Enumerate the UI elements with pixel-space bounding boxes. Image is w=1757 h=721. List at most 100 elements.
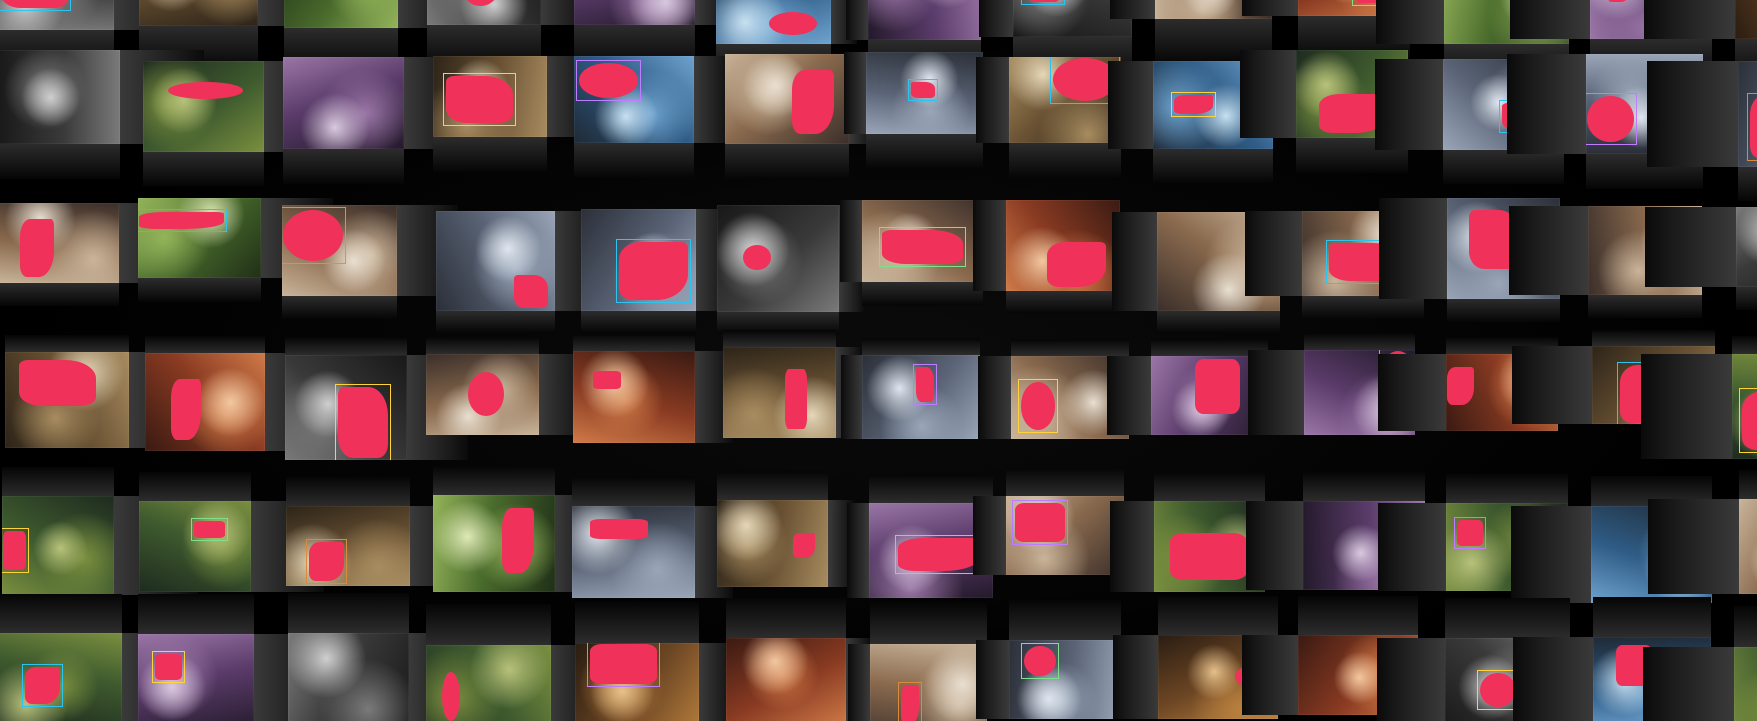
gallery-tile[interactable] xyxy=(572,476,733,598)
tile-depth-top xyxy=(1153,149,1273,184)
tile-depth-side xyxy=(846,0,868,40)
gallery-tile[interactable] xyxy=(976,57,1121,178)
gallery-tile[interactable] xyxy=(574,0,733,70)
tile-depth-top xyxy=(139,472,251,501)
gallery-tile[interactable] xyxy=(433,466,604,592)
segmentation-mask xyxy=(138,212,225,229)
tile-photo xyxy=(138,634,254,721)
gallery-tile[interactable] xyxy=(723,330,862,438)
tile-depth-top xyxy=(717,312,839,335)
gallery-tile[interactable] xyxy=(286,477,471,586)
gallery-tile[interactable] xyxy=(726,598,872,721)
bounding-box xyxy=(897,681,922,721)
tile-photo xyxy=(573,351,695,443)
gallery-tile[interactable] xyxy=(139,0,331,71)
tile-depth-top xyxy=(573,334,695,351)
tile-photo xyxy=(1732,354,1757,459)
tile-depth-top xyxy=(575,602,699,643)
gallery-tile[interactable] xyxy=(846,0,981,84)
gallery-tile[interactable] xyxy=(138,198,334,302)
tile-depth-top xyxy=(1447,299,1560,322)
tile-photo xyxy=(725,54,849,144)
segmentation-mask xyxy=(589,519,648,539)
gallery-tile[interactable] xyxy=(1642,605,1757,721)
gallery-tile[interactable] xyxy=(725,54,875,179)
tile-depth-top xyxy=(581,311,696,334)
gallery-tile[interactable] xyxy=(973,468,1124,575)
gallery-tile[interactable] xyxy=(436,211,604,333)
gallery-tile[interactable] xyxy=(1644,207,1757,311)
tile-depth-top xyxy=(433,137,547,173)
gallery-tile[interactable] xyxy=(433,56,597,173)
gallery-tile[interactable] xyxy=(574,56,732,178)
gallery-tile[interactable] xyxy=(976,600,1121,719)
tile-depth-top xyxy=(1298,595,1418,635)
tile-photo xyxy=(1009,640,1121,719)
gallery-tile[interactable] xyxy=(143,61,336,187)
gallery-tile[interactable] xyxy=(427,0,591,70)
gallery-tile[interactable] xyxy=(1109,472,1265,592)
gallery-tile[interactable] xyxy=(1641,336,1757,459)
gallery-tile[interactable] xyxy=(426,604,601,721)
tile-depth-side xyxy=(1379,198,1447,299)
tile-depth-top xyxy=(1588,295,1702,318)
gallery-tile[interactable] xyxy=(717,471,855,587)
segmentation-mask xyxy=(445,75,514,124)
gallery-tile[interactable] xyxy=(138,594,327,721)
segmentation-mask xyxy=(915,367,935,403)
gallery-tile[interactable] xyxy=(285,337,468,460)
gallery-tile[interactable] xyxy=(1646,61,1757,201)
gallery-tile[interactable] xyxy=(1644,0,1757,83)
bounding-box xyxy=(191,518,228,541)
gallery-tile[interactable] xyxy=(1647,470,1757,594)
gallery-tile[interactable] xyxy=(145,335,337,451)
gallery-tile[interactable] xyxy=(840,200,983,306)
tile-depth-side xyxy=(1241,0,1298,16)
tile-depth-top xyxy=(426,337,539,354)
gallery-tile[interactable] xyxy=(5,334,212,448)
gallery-tile[interactable] xyxy=(973,200,1120,315)
gallery-tile[interactable] xyxy=(0,593,206,721)
tile-depth-top xyxy=(1303,472,1425,501)
gallery-tile[interactable] xyxy=(581,209,734,334)
gallery-tile[interactable] xyxy=(288,593,470,721)
gallery-tile[interactable] xyxy=(2,467,198,595)
segmentation-mask xyxy=(1173,95,1214,115)
gallery-tile[interactable] xyxy=(426,337,589,435)
segmentation-mask xyxy=(593,371,621,389)
tile-depth-top xyxy=(1157,311,1280,333)
gallery-tile[interactable] xyxy=(282,205,459,319)
tile-photo xyxy=(285,355,407,460)
tile-photo xyxy=(282,205,397,296)
tile-photo xyxy=(572,506,695,598)
gallery-tile[interactable] xyxy=(283,57,465,184)
tile-depth-top xyxy=(0,593,122,633)
gallery-tile[interactable] xyxy=(0,203,203,307)
segmentation-mask xyxy=(579,63,638,98)
gallery-tile[interactable] xyxy=(139,472,324,592)
gallery-tile[interactable] xyxy=(840,338,980,439)
segmentation-mask xyxy=(792,69,834,135)
tile-depth-side xyxy=(1111,212,1157,311)
tile-photo xyxy=(1734,647,1757,721)
tile-depth-side xyxy=(976,640,1009,719)
gallery-tile[interactable] xyxy=(717,205,866,335)
gallery-tile[interactable] xyxy=(573,334,733,443)
gallery-tile[interactable] xyxy=(848,603,987,721)
segmentation-mask xyxy=(282,210,343,262)
tile-photo xyxy=(0,50,120,144)
bounding-box xyxy=(576,60,641,101)
tile-photo xyxy=(145,353,265,451)
gallery-tile[interactable] xyxy=(0,50,204,180)
segmentation-mask xyxy=(338,387,388,458)
gallery-tile[interactable] xyxy=(284,0,459,73)
tile-photo xyxy=(862,200,983,282)
tile-depth-top xyxy=(1006,468,1124,496)
gallery-tile[interactable] xyxy=(846,473,993,598)
gallery-tile[interactable] xyxy=(575,602,737,721)
gallery-tile[interactable] xyxy=(844,52,983,170)
segmentation-mask xyxy=(1024,645,1057,676)
tile-depth-side xyxy=(1510,0,1590,39)
gallery-tile[interactable] xyxy=(0,0,198,75)
gallery-tile[interactable] xyxy=(716,0,858,88)
